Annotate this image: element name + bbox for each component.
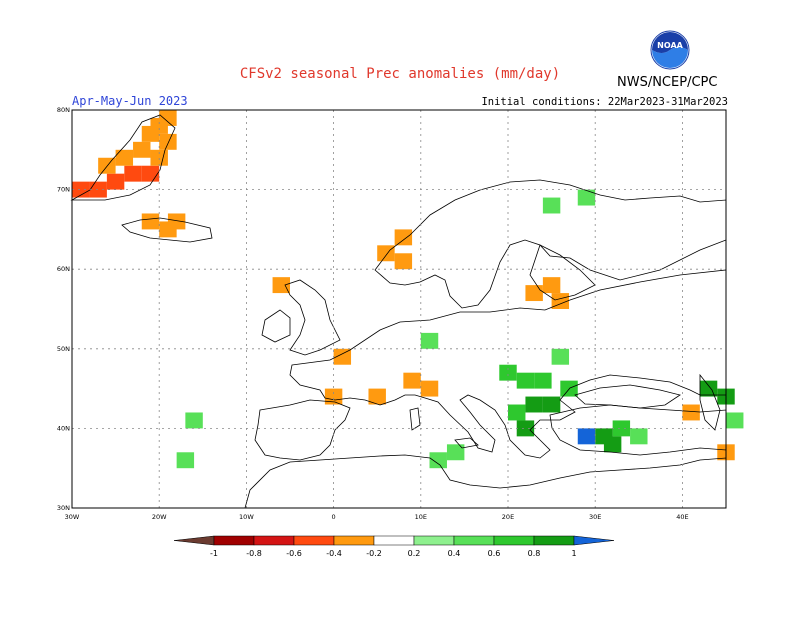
noaa-logo: NOAA — [650, 30, 690, 70]
colorbar-swatch — [293, 535, 335, 546]
anomaly-cell — [508, 404, 526, 421]
anomaly-cell — [394, 229, 413, 246]
anomaly-cell — [368, 388, 386, 405]
anomaly-cell — [324, 388, 343, 405]
colorbar-label: 0.6 — [488, 549, 501, 558]
anomaly-cell — [446, 444, 465, 461]
anomaly-cell — [612, 420, 631, 437]
lon-tick-label: 40E — [676, 513, 688, 521]
colorbar-label: -1 — [210, 549, 218, 558]
lat-tick-label: 30N — [57, 504, 70, 512]
initial-conditions: Initial conditions: 22Mar2023-31Mar2023 — [481, 96, 728, 108]
anomaly-cell — [159, 133, 177, 150]
anomaly-cell — [403, 372, 421, 389]
anomaly-cell — [333, 348, 352, 365]
colorbar-label: -0.8 — [246, 549, 262, 558]
anomaly-cell — [167, 213, 186, 230]
anomaly-cells — [72, 110, 744, 469]
anomaly-cell — [124, 165, 142, 182]
lon-tick-label: 30W — [65, 513, 80, 521]
colorbar-swatch — [413, 535, 455, 546]
anomaly-cell — [542, 277, 561, 294]
anomaly-cell — [115, 149, 134, 166]
axis-ticks: 30W 20W 10W 0 10E 20E 30E 40E 30N 40N 50N 60N 70N 80N — [57, 106, 689, 521]
lon-tick-label: 20E — [502, 513, 514, 521]
colorbar-swatch — [493, 535, 535, 546]
anomaly-cell — [159, 110, 177, 126]
colorbar-label: 1 — [571, 549, 576, 558]
anomaly-cell — [89, 181, 107, 198]
lon-tick-label: 0 — [332, 513, 336, 521]
anomaly-cell — [516, 420, 535, 437]
anomaly-cell — [542, 197, 561, 214]
colorbar-label: 0.2 — [408, 549, 421, 558]
colorbar-label: 0.8 — [528, 549, 541, 558]
colorbar-swatch — [373, 535, 415, 546]
anomaly-cell — [499, 364, 517, 381]
anomaly-cell — [603, 436, 622, 453]
logo-text: NOAA — [657, 41, 683, 50]
agency-label: NWS/NCEP/CPC — [617, 75, 718, 90]
coastlines — [70, 114, 727, 509]
colorbar-label: 0.4 — [448, 549, 461, 558]
chart-title: CFSv2 seasonal Prec anomalies (mm/day) — [239, 66, 561, 82]
anomaly-cell — [141, 213, 160, 230]
lat-tick-label: 50N — [57, 345, 70, 353]
anomaly-cell — [394, 253, 413, 270]
colorbar-swatch — [333, 535, 375, 546]
colorbar-high-arrow — [573, 535, 615, 546]
anomaly-cell — [551, 293, 570, 309]
lon-tick-label: 30E — [589, 513, 601, 521]
colorbar-label: -0.4 — [326, 549, 342, 558]
anomaly-cell — [682, 404, 700, 421]
map-grid — [72, 110, 726, 508]
anomaly-cell — [577, 189, 596, 206]
colorbar-swatch — [253, 535, 295, 546]
lon-tick-label: 20W — [152, 513, 167, 521]
colorbar-low-arrow — [173, 535, 215, 546]
lat-tick-label: 60N — [57, 265, 70, 273]
anomaly-cell — [542, 396, 561, 413]
lon-tick-label: 10W — [239, 513, 254, 521]
forecast-period: Apr-May-Jun 2023 — [72, 94, 188, 108]
anomaly-cell — [150, 149, 168, 166]
anomaly-cell — [630, 428, 648, 445]
anomaly-cell — [516, 372, 535, 389]
lon-tick-label: 10E — [415, 513, 427, 521]
anomaly-cell — [106, 173, 125, 190]
anomaly-cell — [420, 332, 439, 349]
lat-tick-label: 40N — [57, 424, 70, 432]
anomaly-cell — [726, 412, 744, 429]
anomaly-cell — [133, 141, 151, 158]
anomaly-cell — [551, 348, 570, 365]
anomaly-cell — [429, 452, 447, 469]
lat-tick-label: 70N — [57, 186, 70, 194]
colorbar-swatch — [533, 535, 575, 546]
colorbar-swatch — [213, 535, 255, 546]
colorbar-label: -0.6 — [286, 549, 302, 558]
anomaly-cell — [185, 412, 203, 429]
anomaly-cell — [98, 157, 116, 174]
anomaly-cell — [525, 396, 543, 413]
map-frame — [71, 109, 727, 509]
anomaly-cell — [525, 285, 543, 302]
anomaly-cell — [420, 380, 439, 397]
anomaly-cell — [534, 372, 552, 389]
anomaly-cell — [577, 428, 596, 445]
anomaly-cell — [72, 181, 90, 198]
colorbar-swatch — [453, 535, 495, 546]
lat-tick-label: 80N — [57, 106, 70, 114]
anomaly-cell — [176, 452, 195, 469]
anomaly-cell — [272, 277, 290, 294]
colorbar-label: -0.2 — [366, 549, 382, 558]
